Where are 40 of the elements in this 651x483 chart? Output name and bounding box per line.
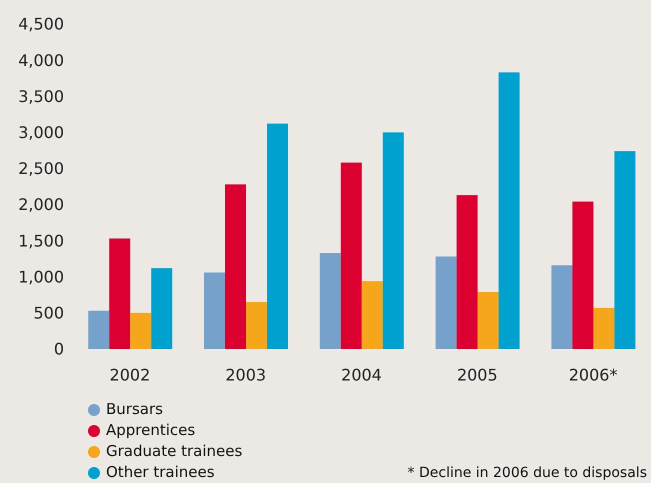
y-tick-label: 0 (54, 340, 64, 359)
footnote: * Decline in 2006 due to disposals (408, 465, 647, 481)
legend-label: Apprentices (106, 420, 196, 441)
y-tick-label: 1,500 (18, 231, 64, 250)
x-tick-label: 2005 (456, 365, 498, 384)
y-tick-label: 500 (33, 304, 64, 323)
y-tick-label: 4,500 (18, 14, 64, 34)
y-tick-label: 4,000 (18, 50, 64, 70)
bar (109, 238, 130, 349)
bar (614, 151, 636, 349)
bar (593, 308, 614, 349)
bar (456, 195, 478, 349)
bar (267, 124, 288, 349)
bar (362, 281, 383, 349)
y-tick-label: 3,000 (18, 123, 64, 142)
x-tick-label: 2006* (568, 365, 618, 384)
bar (246, 302, 268, 349)
bar (225, 184, 246, 349)
bar (498, 72, 520, 349)
y-tick-label: 2,500 (18, 159, 64, 178)
x-tick-label: 2004 (341, 365, 382, 384)
y-tick-label: 2,000 (18, 195, 64, 214)
bar (572, 202, 594, 349)
bar (151, 268, 172, 349)
y-tick-label: 3,500 (18, 86, 64, 106)
legend-label: Other trainees (106, 462, 215, 483)
y-tick-label: 1,000 (18, 267, 64, 286)
x-tick-label: 2003 (225, 365, 266, 384)
legend-label: Bursars (106, 399, 163, 420)
bar (340, 162, 362, 349)
bar (382, 132, 404, 349)
bar (204, 272, 226, 349)
legend-label: Graduate trainees (106, 441, 242, 462)
bar (320, 252, 341, 349)
bar (478, 292, 499, 349)
bar (88, 310, 110, 349)
bar (130, 312, 152, 349)
bar (551, 265, 572, 349)
bar (436, 256, 457, 349)
x-tick-label: 2002 (110, 365, 150, 384)
